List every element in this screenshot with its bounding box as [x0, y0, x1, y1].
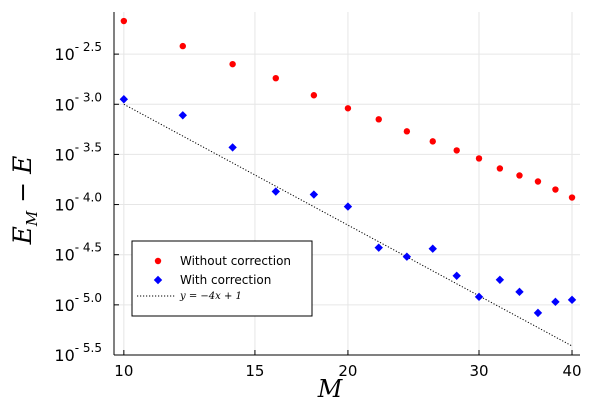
- x-tick-label: 40: [562, 362, 581, 380]
- fit-line-layer: [123, 103, 573, 347]
- point-without-correction: [429, 138, 436, 145]
- point-without-correction: [475, 155, 483, 162]
- legend-box: [131, 240, 313, 317]
- axes: [113, 12, 580, 356]
- y-tick-label: 10- 5.5: [54, 341, 102, 365]
- point-with-correction: [228, 143, 237, 152]
- legend: Without correction With correction y = −4x…: [131, 240, 313, 317]
- y-axis-label: EM − E: [8, 156, 41, 246]
- point-without-correction: [120, 17, 128, 25]
- point-without-correction: [229, 60, 236, 68]
- point-without-correction: [516, 172, 523, 179]
- point-without-correction: [552, 186, 559, 193]
- y-tick-label: 10- 2.5: [54, 40, 102, 64]
- point-with-correction: [474, 292, 484, 302]
- point-with-correction: [533, 308, 543, 318]
- point-without-correction: [496, 165, 504, 172]
- data-points: [119, 17, 577, 318]
- tick-labels: 10 15 20 30 40 10- 2.5 10- 3.0 10- 3.5 10- 4.0 10…: [54, 40, 581, 380]
- legend-label: With correction: [180, 273, 271, 287]
- x-tick-label: 20: [338, 362, 357, 380]
- legend-label: Without correction: [180, 254, 291, 268]
- x-axis-label: M: [317, 375, 344, 400]
- point-without-correction: [568, 194, 576, 201]
- point-without-correction: [344, 105, 352, 112]
- legend-circle-marker: [154, 257, 162, 265]
- point-with-correction: [567, 295, 577, 305]
- x-tick-label: 30: [469, 362, 488, 380]
- point-with-correction: [402, 252, 412, 261]
- point-with-correction: [309, 190, 319, 199]
- x-tick-label: 15: [245, 362, 264, 380]
- point-without-correction: [534, 178, 542, 185]
- axis-labels: M EM − E: [8, 156, 344, 400]
- point-with-correction: [119, 95, 129, 104]
- y-tick-label: 10- 5.0: [54, 291, 102, 315]
- y-tick-label: 10- 4.0: [54, 191, 102, 215]
- point-with-correction: [271, 187, 280, 196]
- point-without-correction: [310, 92, 318, 99]
- point-without-correction: [179, 42, 186, 50]
- point-with-correction: [515, 287, 524, 297]
- legend-label-fit: y = −4x + 1: [179, 291, 242, 302]
- point-without-correction: [375, 116, 382, 123]
- point-with-correction: [343, 202, 353, 211]
- point-without-correction: [403, 128, 411, 135]
- point-with-correction: [495, 275, 505, 284]
- y-tick-label: 10- 3.5: [54, 140, 102, 164]
- point-with-correction: [551, 297, 560, 307]
- point-with-correction: [374, 243, 383, 252]
- point-without-correction: [453, 147, 460, 154]
- point-with-correction: [452, 271, 461, 280]
- fit-line: [123, 103, 573, 347]
- point-with-correction: [178, 111, 187, 120]
- y-tick-label: 10- 4.5: [54, 241, 102, 265]
- legend-diamond-marker: [153, 275, 163, 285]
- point-without-correction: [272, 74, 279, 82]
- x-tick-label: 10: [114, 362, 133, 380]
- point-with-correction: [428, 244, 437, 253]
- y-tick-label: 10- 3.0: [54, 90, 102, 114]
